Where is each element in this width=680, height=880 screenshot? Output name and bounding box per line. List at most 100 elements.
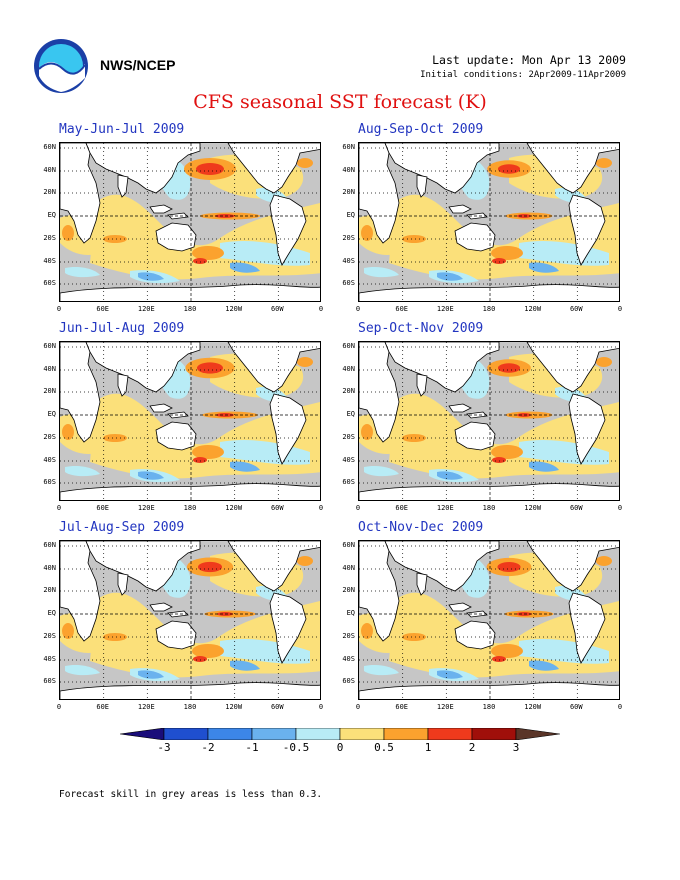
latitude-label: EQ bbox=[47, 410, 56, 418]
longitude-label: 120W bbox=[225, 305, 243, 313]
longitude-label: 60W bbox=[270, 504, 284, 512]
initial-conditions-text: Initial conditions: 2Apr2009-11Apr2009 bbox=[420, 70, 626, 80]
colorbar-segment bbox=[515, 728, 560, 740]
latitude-label: 20S bbox=[43, 632, 56, 640]
longitude-label: 180 bbox=[482, 504, 496, 512]
colorbar-tick-label: 1 bbox=[424, 741, 432, 754]
colorbar-tick-label: 0.5 bbox=[374, 741, 394, 754]
longitude-label: 60E bbox=[96, 504, 110, 512]
latitude-label: 20N bbox=[342, 387, 355, 395]
longitude-label: 60W bbox=[270, 305, 284, 313]
longitude-label: 60E bbox=[395, 703, 409, 711]
latitude-label: EQ bbox=[346, 211, 355, 219]
latitude-label: 20S bbox=[43, 234, 56, 242]
latitude-label: EQ bbox=[47, 609, 56, 617]
panel-title: Sep-Oct-Nov 2009 bbox=[358, 321, 484, 336]
latitude-label: EQ bbox=[346, 609, 355, 617]
longitude-label: 60E bbox=[96, 305, 110, 313]
latitude-label: 40N bbox=[43, 564, 56, 572]
colorbar-tick-label: 0 bbox=[336, 741, 344, 754]
latitude-label: 40N bbox=[342, 365, 355, 373]
longitude-label: 180 bbox=[482, 703, 496, 711]
sst-anomaly-map bbox=[358, 142, 620, 302]
latitude-label: 60N bbox=[43, 342, 56, 350]
longitude-label: 120E bbox=[137, 504, 155, 512]
colorbar-segment bbox=[207, 728, 253, 740]
longitude-label: 180 bbox=[183, 703, 197, 711]
longitude-label: 60W bbox=[270, 703, 284, 711]
colorbar-segment bbox=[339, 728, 385, 740]
panel-title: Jul-Aug-Sep 2009 bbox=[59, 520, 185, 535]
longitude-label: 0 bbox=[355, 305, 361, 313]
colorbar-tick-label: -0.5 bbox=[282, 741, 310, 754]
latitude-label: 60S bbox=[342, 279, 355, 287]
longitude-label: 120E bbox=[436, 305, 454, 313]
longitude-label: 120E bbox=[436, 504, 454, 512]
panel-title: Oct-Nov-Dec 2009 bbox=[358, 520, 484, 535]
latitude-label: 40N bbox=[43, 365, 56, 373]
longitude-label: 120W bbox=[524, 305, 542, 313]
latitude-label: 20N bbox=[43, 387, 56, 395]
longitude-label: 60W bbox=[569, 703, 583, 711]
forecast-panel: May-Jun-Jul 2009 60N 40N 20N EQ 20S 40S 60S 0 60E… bbox=[43, 122, 324, 317]
latitude-label: 40S bbox=[342, 257, 355, 265]
latitude-label: 20N bbox=[342, 188, 355, 196]
sst-anomaly-map bbox=[59, 341, 321, 501]
colorbar-segment bbox=[383, 728, 429, 740]
sst-anomaly-map bbox=[358, 341, 620, 501]
latitude-label: 60N bbox=[43, 541, 56, 549]
forecast-panel: Jun-Jul-Aug 2009 60N 40N 20N EQ 20S 40S 60S 0 60E… bbox=[43, 321, 324, 516]
longitude-label: 120E bbox=[137, 703, 155, 711]
sst-anomaly-map bbox=[59, 540, 321, 700]
latitude-label: EQ bbox=[346, 410, 355, 418]
last-update-text: Last update: Mon Apr 13 2009 bbox=[432, 53, 626, 67]
longitude-label: 0 bbox=[355, 703, 361, 711]
colorbar-tick-label: 3 bbox=[512, 741, 520, 754]
forecast-panel: Oct-Nov-Dec 2009 60N 40N 20N EQ 20S 40S 60S 0 60E… bbox=[342, 520, 622, 715]
longitude-label: 120W bbox=[225, 703, 243, 711]
latitude-label: 20S bbox=[342, 632, 355, 640]
latitude-label: 20N bbox=[342, 586, 355, 594]
colorbar-tick-label: -2 bbox=[201, 741, 215, 754]
longitude-label: 180 bbox=[183, 305, 197, 313]
longitude-label: 180 bbox=[183, 504, 197, 512]
colorbar-segment bbox=[427, 728, 473, 740]
latitude-label: 40S bbox=[43, 655, 56, 663]
longitude-label: 0 bbox=[355, 504, 361, 512]
latitude-label: 60S bbox=[43, 478, 56, 486]
latitude-label: 60S bbox=[43, 677, 56, 685]
latitude-label: 40S bbox=[43, 257, 56, 265]
latitude-label: EQ bbox=[47, 211, 56, 219]
colorbar-tick-label: -3 bbox=[157, 741, 171, 754]
forecast-panel: Sep-Oct-Nov 2009 60N 40N 20N EQ 20S 40S 60S 0 60E… bbox=[342, 321, 623, 516]
latitude-label: 60N bbox=[342, 143, 355, 151]
skill-note: Forecast skill in grey areas is less tha… bbox=[59, 789, 323, 800]
latitude-label: 40N bbox=[43, 166, 56, 174]
longitude-label: 180 bbox=[482, 305, 496, 313]
latitude-label: 60N bbox=[43, 143, 56, 151]
latitude-label: 40S bbox=[43, 456, 56, 464]
latitude-label: 20N bbox=[43, 586, 56, 594]
colorbar-segment bbox=[251, 728, 297, 740]
colorbar-tick-label: 2 bbox=[468, 741, 476, 754]
latitude-label: 40S bbox=[342, 456, 355, 464]
latitude-label: 20S bbox=[43, 433, 56, 441]
colorbar-segment bbox=[295, 728, 341, 740]
longitude-label: 0 bbox=[318, 504, 324, 512]
longitude-label: 60E bbox=[395, 504, 409, 512]
longitude-label: 0 bbox=[318, 305, 324, 313]
latitude-label: 40N bbox=[342, 564, 355, 572]
sst-anomaly-map bbox=[358, 540, 620, 700]
noaa-logo-icon bbox=[34, 39, 88, 93]
latitude-label: 40N bbox=[342, 166, 355, 174]
latitude-label: 60S bbox=[342, 478, 355, 486]
longitude-label: 0 bbox=[617, 504, 623, 512]
longitude-label: 120W bbox=[225, 504, 243, 512]
latitude-label: 60N bbox=[342, 342, 355, 350]
longitude-label: 0 bbox=[56, 703, 62, 711]
colorbar-segment bbox=[163, 728, 209, 740]
latitude-label: 20S bbox=[342, 433, 355, 441]
latitude-label: 40S bbox=[342, 655, 355, 663]
latitude-label: 60S bbox=[43, 279, 56, 287]
panel-title: Aug-Sep-Oct 2009 bbox=[358, 122, 484, 137]
